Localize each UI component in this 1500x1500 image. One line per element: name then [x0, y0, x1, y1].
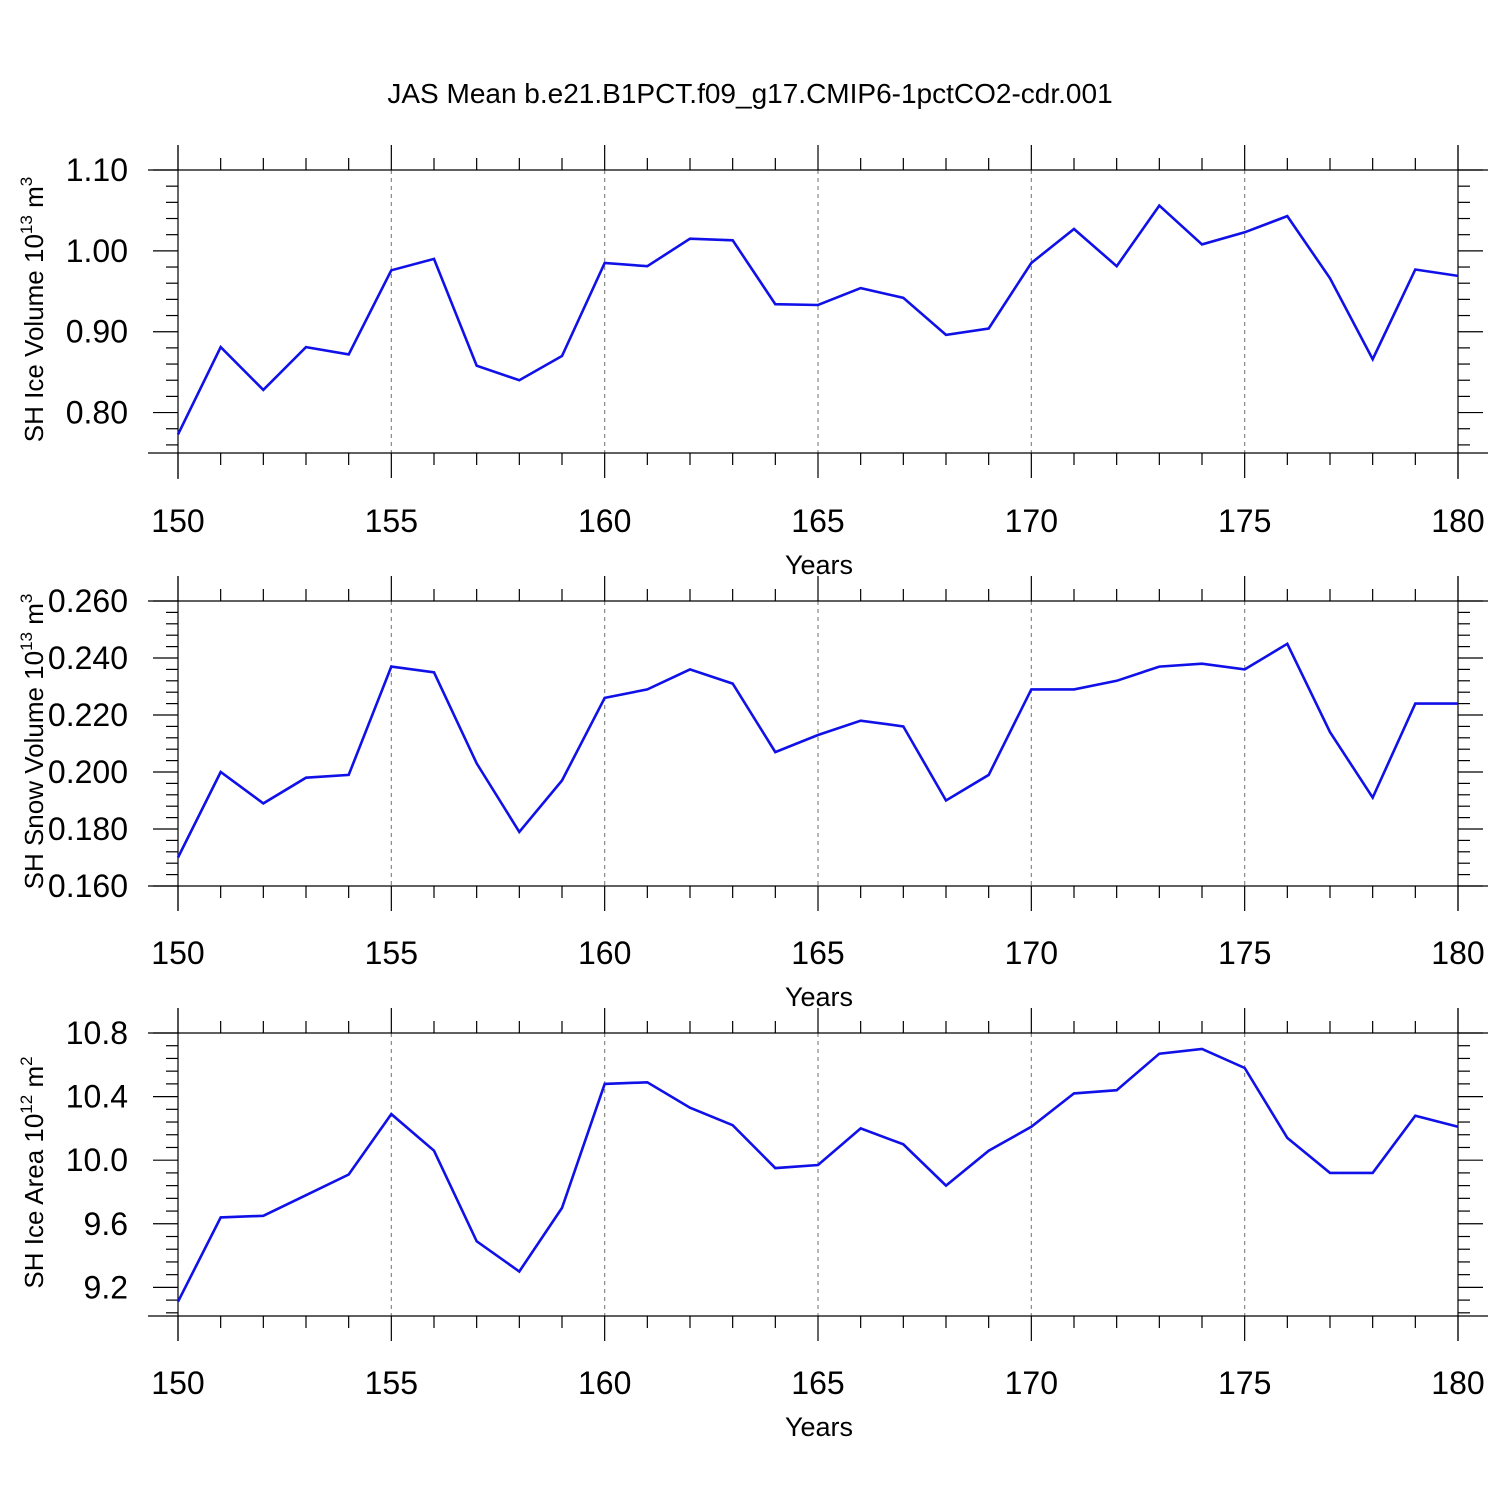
y-axis-label-part: m — [19, 186, 49, 215]
x-tick-label: 170 — [1005, 935, 1058, 971]
y-tick-label: 1.10 — [66, 152, 128, 188]
y-axis-label-part: m — [19, 1066, 49, 1095]
y-tick-label: 0.180 — [48, 811, 128, 847]
series-line — [176, 641, 1458, 859]
x-tick-label: 160 — [578, 1365, 631, 1401]
panel-2: 150 155 160 165 170 175 180 0.160 0.180 0.200 0.22… — [17, 576, 1488, 1012]
y-tick-label: 10.4 — [66, 1079, 128, 1115]
y-tick-label: 10.8 — [66, 1015, 128, 1051]
y-tick-label: 0.90 — [66, 314, 128, 350]
y-axis-label: SH Ice Volume 1013 m3 — [17, 177, 49, 442]
x-tick-label: 155 — [365, 1365, 418, 1401]
series-line — [176, 203, 1459, 435]
y-axis-label: SH Snow Volume 1013 m3 — [17, 594, 49, 890]
y-axis-label-superscript: 12 — [17, 1095, 36, 1114]
y-tick-label: 1.00 — [66, 233, 128, 269]
x-tick-label: 175 — [1218, 935, 1271, 971]
x-tick-label: 165 — [791, 1365, 844, 1401]
x-axis-label: Years — [785, 982, 853, 1012]
series-line — [176, 1047, 1459, 1303]
x-tick-label: 170 — [1005, 1365, 1058, 1401]
y-axis-label-part: SH Ice Area 10 — [19, 1114, 49, 1289]
y-axis-label-superscript: 3 — [17, 594, 36, 603]
x-tick-label: 175 — [1218, 503, 1271, 539]
x-tick-label: 180 — [1431, 1365, 1484, 1401]
x-tick-label: 165 — [791, 935, 844, 971]
x-tick-label: 155 — [365, 503, 418, 539]
y-tick-label: 0.200 — [48, 754, 128, 790]
y-axis-label: SH Ice Area 1012 m2 — [17, 1056, 49, 1288]
y-axis-label-superscript: 3 — [17, 177, 36, 186]
x-tick-label: 180 — [1431, 935, 1484, 971]
x-tick-label: 170 — [1005, 503, 1058, 539]
y-axis-label-part: m — [19, 603, 49, 632]
x-tick-label: 175 — [1218, 1365, 1271, 1401]
y-axis-label-part: SH Snow Volume 10 — [19, 651, 49, 889]
y-axis-label-superscript: 13 — [17, 632, 36, 651]
y-tick-label: 0.80 — [66, 395, 128, 431]
y-tick-label: 9.6 — [84, 1206, 128, 1242]
x-tick-label: 150 — [151, 935, 204, 971]
figure-title: JAS Mean b.e21.B1PCT.f09_g17.CMIP6-1pctC… — [387, 78, 1113, 109]
y-axis-label-superscript: 13 — [17, 215, 36, 234]
y-axis-label-superscript: 2 — [17, 1056, 36, 1065]
panel-3: 150 155 160 165 170 175 180 9.2 9.6 10.0 10.4 10.8 Y… — [17, 1008, 1488, 1442]
y-tick-label: 10.0 — [66, 1142, 128, 1178]
x-tick-label: 160 — [578, 503, 631, 539]
x-tick-label: 180 — [1431, 503, 1484, 539]
panel-1: 150 155 160 165 170 175 180 0.80 0.90 1.00 1.10 Yea… — [17, 145, 1488, 580]
y-tick-label: 9.2 — [84, 1269, 128, 1305]
y-tick-label: 0.240 — [48, 640, 128, 676]
x-axis-label: Years — [785, 1412, 853, 1442]
x-tick-label: 165 — [791, 503, 844, 539]
x-tick-label: 150 — [151, 1365, 204, 1401]
x-tick-label: 150 — [151, 503, 204, 539]
y-tick-label: 0.160 — [48, 868, 128, 904]
x-tick-label: 155 — [365, 935, 418, 971]
x-tick-label: 160 — [578, 935, 631, 971]
y-tick-label: 0.220 — [48, 697, 128, 733]
y-axis-label-part: SH Ice Volume 10 — [19, 234, 49, 442]
y-tick-label: 0.260 — [48, 583, 128, 619]
x-axis-label: Years — [785, 550, 853, 580]
